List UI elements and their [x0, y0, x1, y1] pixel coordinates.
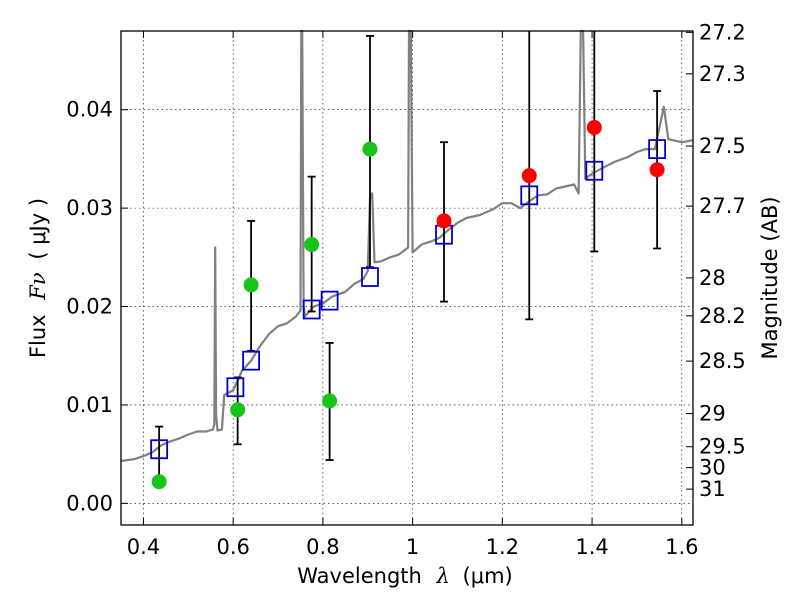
y-tick-label: 0.00 — [66, 491, 113, 515]
y-axis-label: Flux Fν ( μJy ) — [26, 198, 50, 358]
y2-tick-label: 30 — [699, 456, 726, 480]
observed-point-red — [436, 213, 452, 229]
observed-point-green — [243, 277, 259, 293]
observed-points — [151, 119, 665, 490]
observed-point-green — [151, 474, 167, 490]
model-photometry-box — [150, 439, 169, 460]
observed-point-red — [521, 168, 537, 184]
x-tick-label: 1.2 — [486, 535, 519, 559]
y-tick-label: 0.03 — [66, 196, 113, 220]
model-spectrum-line — [120, 29, 694, 463]
x-axis-label-symbol: λ — [436, 564, 450, 588]
model-photometry-box — [320, 290, 339, 311]
x-tick-label: 0.6 — [216, 535, 249, 559]
model-photometry-box — [520, 185, 539, 206]
y-axis-label-symbol: Fν — [26, 272, 50, 301]
y2-tick-label: 29 — [699, 402, 726, 426]
y-tick-label: 0.04 — [66, 98, 113, 122]
y2-tick-label: 31 — [699, 477, 726, 501]
y2-tick-label: 27.3 — [699, 62, 746, 86]
model-spectrum — [120, 29, 694, 463]
x-tick-label: 1.6 — [665, 535, 698, 559]
observed-point-green — [304, 237, 320, 253]
x-axis-label: Wavelength λ (μm) — [297, 564, 512, 588]
y2-tick-label: 27.2 — [699, 20, 746, 44]
grid — [121, 31, 693, 525]
x-axis-label-text: Wavelength — [297, 564, 422, 588]
y2-tick-label: 27.7 — [699, 194, 746, 218]
y-axis-label-unit: ( μJy ) — [26, 198, 50, 260]
x-tick-label: 1 — [406, 535, 419, 559]
y-tick-label: 0.01 — [66, 393, 113, 417]
model-photometry-box — [361, 267, 379, 287]
model-photometry-box — [585, 160, 604, 181]
model-photometry-box — [648, 139, 667, 159]
observed-point-green — [322, 393, 338, 409]
model-photometry-box — [226, 377, 245, 398]
model-photometry-box — [242, 350, 261, 371]
y2-tick-label: 27.5 — [699, 134, 746, 158]
y2-tick-label: 28 — [699, 266, 726, 290]
y2-tick-label: 28.2 — [699, 304, 746, 328]
observed-point-green — [362, 141, 378, 157]
model-photometry-box — [302, 299, 321, 320]
x-tick-label: 0.8 — [306, 535, 339, 559]
x-axis-label-unit: (μm) — [463, 564, 513, 588]
observed-point-green — [230, 402, 246, 418]
x-tick-label: 1.4 — [575, 535, 608, 559]
y-tick-label: 0.02 — [66, 295, 113, 319]
y-axis-label-text: Flux — [26, 314, 50, 358]
observed-point-red — [586, 119, 602, 135]
y2-tick-label: 29.5 — [699, 435, 746, 459]
y2-tick-label: 28.5 — [699, 349, 746, 373]
observed-point-red — [649, 162, 665, 178]
ticks: 0.4 0.6 0.8 1 1.2 1.4 1.6 0.00 0.01 0.02 0.03 0.04 2… — [66, 20, 746, 559]
plot-frame — [120, 30, 694, 526]
x-tick-label: 0.4 — [127, 535, 160, 559]
y2-axis-label: Magnitude (AB) — [758, 196, 782, 359]
